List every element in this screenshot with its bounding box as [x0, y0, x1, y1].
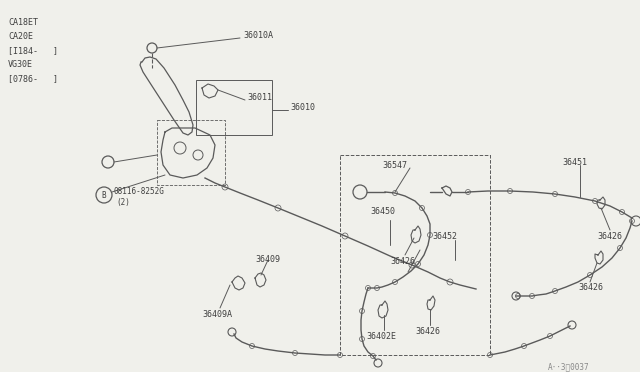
Text: 36409A: 36409A: [202, 310, 232, 319]
Text: 36426: 36426: [390, 257, 415, 266]
Text: 36409: 36409: [255, 255, 280, 264]
Text: VG30E: VG30E: [8, 60, 33, 69]
Text: CA20E: CA20E: [8, 32, 33, 41]
Text: 36402E: 36402E: [366, 332, 396, 341]
Text: 36426: 36426: [578, 283, 603, 292]
Text: 36452: 36452: [432, 232, 457, 241]
Text: [I184-   ]: [I184- ]: [8, 46, 58, 55]
Text: (2): (2): [116, 198, 130, 206]
Text: 36010: 36010: [290, 103, 315, 112]
Text: 36451: 36451: [562, 158, 587, 167]
Text: 08116-8252G: 08116-8252G: [114, 186, 165, 196]
Text: CA18ET: CA18ET: [8, 18, 38, 27]
Text: [0786-   ]: [0786- ]: [8, 74, 58, 83]
Text: 36426: 36426: [415, 327, 440, 336]
Text: 36426: 36426: [597, 232, 622, 241]
Text: 36547: 36547: [383, 161, 408, 170]
Text: 36011: 36011: [247, 93, 272, 102]
Text: A··3⁄0037: A··3⁄0037: [548, 362, 589, 371]
Text: B: B: [102, 190, 106, 199]
Text: 36010A: 36010A: [243, 31, 273, 39]
Text: 36450: 36450: [370, 208, 395, 217]
